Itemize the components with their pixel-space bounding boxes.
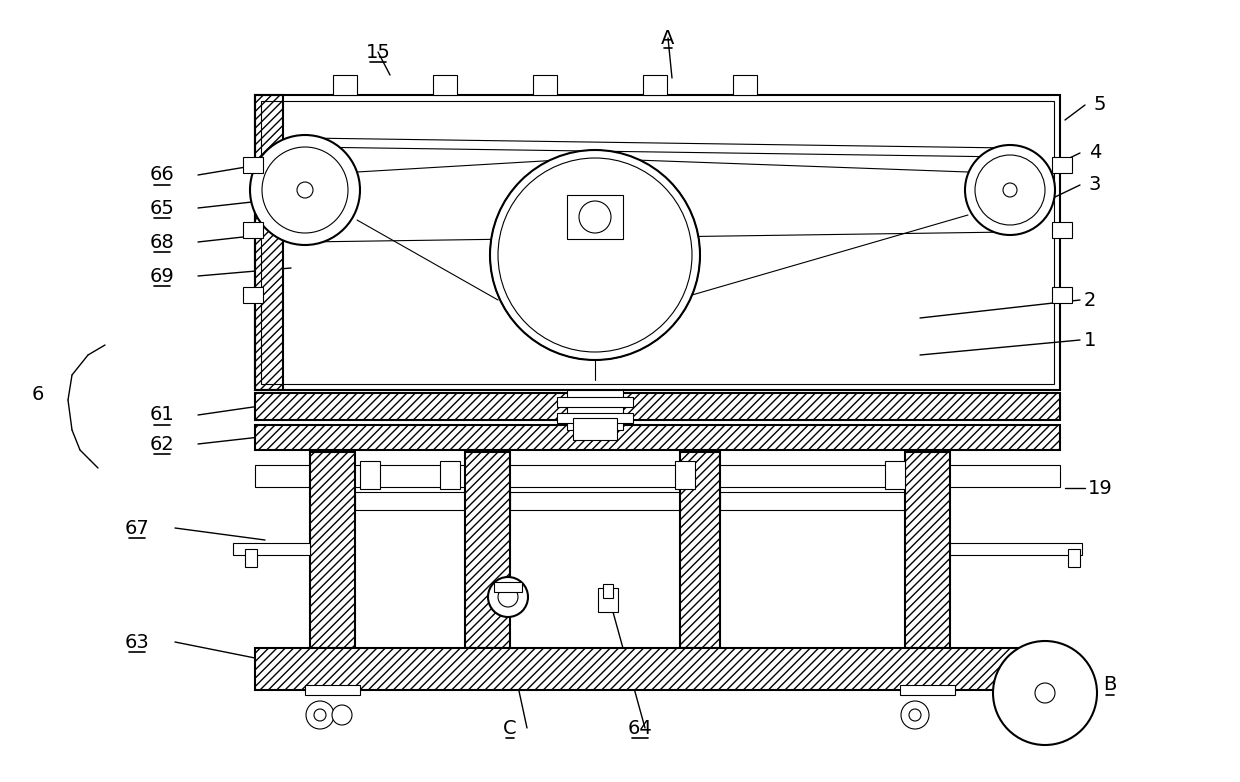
Text: 6: 6: [32, 386, 45, 404]
Circle shape: [975, 155, 1045, 225]
Circle shape: [298, 182, 312, 198]
Bar: [433, 75, 458, 95]
Text: 1: 1: [1084, 331, 1096, 350]
Bar: [510, 492, 680, 510]
Bar: [243, 287, 263, 303]
Circle shape: [1003, 183, 1017, 197]
Text: 64: 64: [627, 719, 652, 737]
Circle shape: [579, 201, 611, 233]
Bar: [255, 425, 1060, 450]
Bar: [905, 452, 950, 648]
Bar: [900, 685, 955, 695]
Text: 3: 3: [1089, 175, 1101, 195]
Circle shape: [306, 701, 334, 729]
Bar: [603, 584, 613, 598]
Circle shape: [901, 701, 929, 729]
Text: 5: 5: [1094, 95, 1106, 114]
Bar: [246, 549, 257, 567]
Bar: [567, 390, 622, 430]
Circle shape: [909, 709, 921, 721]
Text: 68: 68: [150, 232, 175, 252]
Bar: [733, 75, 756, 95]
Text: 66: 66: [150, 166, 175, 185]
Bar: [1052, 222, 1073, 238]
Bar: [465, 452, 510, 648]
Bar: [557, 413, 632, 423]
Text: C: C: [503, 719, 517, 737]
Bar: [310, 452, 355, 648]
Bar: [675, 461, 694, 489]
Text: 63: 63: [125, 633, 149, 651]
Bar: [243, 222, 263, 238]
Bar: [255, 465, 1060, 487]
Text: 61: 61: [150, 406, 175, 425]
Bar: [1068, 549, 1080, 567]
Circle shape: [262, 147, 348, 233]
Bar: [440, 461, 460, 489]
Text: 62: 62: [150, 435, 175, 454]
Bar: [680, 452, 720, 648]
Text: 69: 69: [150, 267, 175, 285]
Bar: [1052, 157, 1073, 173]
Circle shape: [993, 641, 1097, 745]
Bar: [255, 393, 1060, 420]
Circle shape: [965, 145, 1055, 235]
Bar: [255, 648, 1060, 690]
Bar: [567, 195, 622, 239]
Text: 19: 19: [1087, 479, 1112, 497]
Bar: [533, 75, 557, 95]
Circle shape: [332, 705, 352, 725]
Bar: [255, 95, 283, 390]
Bar: [334, 75, 357, 95]
Bar: [233, 543, 310, 555]
Bar: [305, 685, 360, 695]
Circle shape: [250, 135, 360, 245]
Bar: [260, 101, 1054, 384]
Circle shape: [489, 577, 528, 617]
Circle shape: [498, 587, 518, 607]
Bar: [243, 157, 263, 173]
Bar: [644, 75, 667, 95]
Text: B: B: [1104, 676, 1117, 694]
Bar: [720, 492, 905, 510]
Bar: [885, 461, 905, 489]
Bar: [355, 492, 465, 510]
Text: 65: 65: [150, 199, 175, 217]
Circle shape: [314, 709, 326, 721]
Bar: [557, 397, 632, 407]
Bar: [1052, 287, 1073, 303]
Bar: [255, 95, 1060, 390]
Text: 2: 2: [1084, 290, 1096, 310]
Bar: [950, 543, 1083, 555]
Circle shape: [498, 158, 692, 352]
Bar: [494, 582, 522, 592]
Text: 4: 4: [1089, 144, 1101, 163]
Bar: [598, 588, 618, 612]
Circle shape: [490, 150, 701, 360]
Text: 15: 15: [366, 42, 391, 62]
Circle shape: [1035, 683, 1055, 703]
Text: 67: 67: [125, 518, 149, 537]
Bar: [573, 418, 618, 440]
Text: A: A: [661, 28, 675, 48]
Bar: [360, 461, 379, 489]
